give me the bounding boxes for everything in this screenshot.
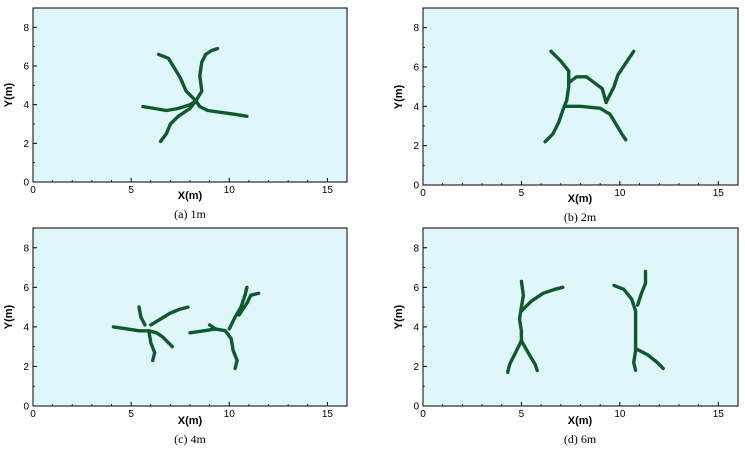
crack-branch-3: [604, 49, 636, 105]
y-tick-label: 8: [23, 243, 29, 254]
crack-branch-4: [563, 104, 628, 142]
y-tick-label: 4: [413, 102, 419, 113]
x-tick-label: 5: [128, 185, 134, 196]
x-axis-label: X(m): [568, 193, 593, 205]
crack-branch-2: [194, 46, 220, 103]
y-tick-label: 6: [23, 62, 29, 73]
plot-frame: [32, 227, 348, 407]
crack-branch-4: [194, 99, 249, 119]
x-tick-label: 10: [614, 188, 626, 199]
x-tick-label: 15: [322, 185, 334, 196]
x-tick-label: 10: [224, 185, 236, 196]
axis-ticks: 0 5 10 15 0 2 4 6 8: [413, 23, 724, 199]
crack-branch-8: [207, 323, 218, 331]
crack-branch-1: [543, 49, 571, 144]
x-tick-label: 10: [614, 409, 626, 420]
x-tick-label: 0: [30, 185, 36, 196]
y-axis-label: Y(m): [393, 84, 405, 109]
crack-branch-3: [519, 339, 539, 373]
x-tick-label: 15: [713, 409, 725, 420]
y-tick-label: 4: [23, 322, 29, 333]
plot-frame: [32, 7, 348, 183]
x-axis-label: X(m): [178, 190, 203, 202]
crack-branch-2: [147, 329, 157, 363]
axis-ticks: 0 5 10 15 0 2 4 6 8: [23, 243, 333, 420]
plot-area: [423, 8, 738, 185]
y-tick-label: 0: [23, 178, 29, 189]
panel-b: 0 5 10 15 0 2 4 6 8 X(m) Y(m) (b) 2m: [393, 7, 739, 224]
y-tick-label: 6: [413, 63, 419, 74]
crack-branch-6: [633, 346, 665, 371]
panel-caption: (b) 2m: [564, 210, 597, 224]
axis-ticks: 0 5 10 15 0 2 4 6 8: [413, 243, 724, 420]
crack-branch-7: [237, 291, 261, 317]
y-tick-label: 8: [413, 23, 419, 34]
x-tick-label: 10: [224, 409, 236, 420]
x-tick-label: 0: [420, 409, 426, 420]
plot-area: [423, 228, 738, 406]
crack-branch-3: [137, 305, 147, 327]
y-tick-label: 0: [23, 402, 29, 413]
panel-caption: (a) 1m: [174, 207, 206, 221]
y-tick-label: 2: [23, 139, 29, 150]
x-tick-label: 15: [322, 409, 334, 420]
crack-branch-2: [567, 75, 608, 105]
crack-branch-1: [111, 325, 175, 349]
y-tick-label: 8: [413, 243, 419, 254]
x-axis-label: X(m): [568, 415, 593, 427]
y-tick-label: 0: [413, 402, 419, 413]
panel-d: 0 5 10 15 0 2 4 6 8 X(m) Y(m) (d) 6m: [393, 227, 739, 446]
crack-paths: [506, 269, 665, 375]
y-tick-label: 0: [413, 181, 419, 192]
panel-c: 0 5 10 15 0 2 4 6 8 X(m) Y(m) (c) 4m: [3, 227, 348, 446]
crack-branch-3: [141, 99, 198, 113]
plot-area: [33, 228, 347, 406]
panel-a: 0 5 10 15 0 2 4 6 8 X(m) Y(m) (a) 1m: [3, 7, 348, 221]
y-tick-label: 2: [413, 141, 419, 152]
panel-caption: (c) 4m: [174, 432, 206, 446]
crack-paths: [111, 285, 261, 371]
crack-branch-5: [612, 283, 638, 373]
y-tick-label: 6: [413, 283, 419, 294]
y-tick-label: 2: [23, 362, 29, 373]
crack-branch-4: [519, 285, 565, 313]
y-tick-label: 6: [23, 283, 29, 294]
crack-paths: [543, 49, 636, 144]
x-tick-label: 5: [519, 409, 525, 420]
y-tick-label: 8: [23, 23, 29, 34]
crack-branch-6: [227, 285, 249, 331]
plot-frame: [422, 7, 739, 186]
crack-branch-7: [635, 269, 648, 307]
plot-frame: [422, 227, 739, 407]
y-axis-label: Y(m): [3, 304, 15, 329]
y-tick-label: 4: [413, 322, 419, 333]
crack-branch-5: [158, 99, 198, 144]
crack-paths: [141, 46, 249, 144]
x-tick-label: 5: [128, 409, 134, 420]
x-tick-label: 5: [519, 188, 525, 199]
crack-branch-1: [156, 52, 198, 103]
y-tick-label: 4: [23, 100, 29, 111]
axis-ticks: 0 5 10 15 0 2 4 6 8: [23, 23, 333, 196]
x-tick-label: 0: [30, 409, 36, 420]
y-axis-label: Y(m): [3, 82, 15, 107]
x-tick-label: 0: [420, 188, 426, 199]
crack-branch-5: [188, 327, 239, 371]
y-tick-label: 2: [413, 362, 419, 373]
x-tick-label: 15: [713, 188, 725, 199]
x-axis-label: X(m): [178, 415, 203, 427]
crack-branch-2: [506, 339, 524, 375]
y-axis-label: Y(m): [393, 304, 405, 329]
crack-branch-1: [517, 279, 526, 343]
crack-branch-4: [149, 305, 190, 327]
panel-caption: (d) 6m: [564, 432, 597, 446]
